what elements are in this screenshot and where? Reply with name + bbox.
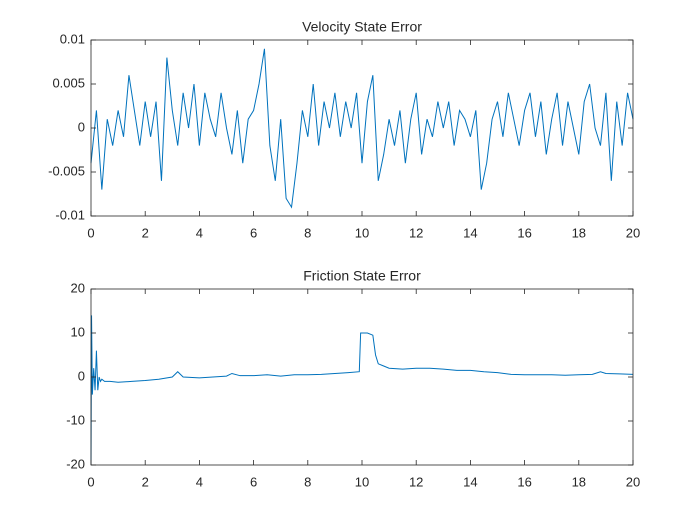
data-line [90,48,634,209]
x-tick-label: 6 [250,225,257,240]
x-tick-label: 4 [196,225,203,240]
y-tick-label: 0 [78,119,85,134]
x-tick-label: 10 [355,474,369,489]
data-line [90,315,634,466]
x-tick-label: 12 [409,225,423,240]
y-tick-label: 0 [78,368,85,383]
y-tick-label: 0.01 [60,31,85,46]
x-tick-label: 8 [304,474,311,489]
x-tick-label: 0 [87,474,94,489]
y-tick-label: -0.005 [48,163,85,178]
x-tick-label: 16 [517,474,531,489]
x-tick-label: 20 [626,225,640,240]
x-tick-label: 8 [304,225,311,240]
x-tick-label: 2 [142,225,149,240]
x-tick-label: 10 [355,225,369,240]
y-tick-label: -0.01 [55,207,85,222]
y-tick-label: -20 [66,456,85,471]
x-tick-label: 12 [409,474,423,489]
x-tick-label: 14 [463,225,477,240]
y-tick-label: -10 [66,412,85,427]
x-tick-label: 6 [250,474,257,489]
x-tick-label: 14 [463,474,477,489]
y-tick-label: 20 [71,280,85,295]
y-tick-label: 10 [71,324,85,339]
x-tick-label: 16 [517,225,531,240]
x-tick-label: 20 [626,474,640,489]
chart-title: Friction State Error [303,268,421,284]
x-tick-label: 4 [196,474,203,489]
y-tick-label: 0.005 [52,75,85,90]
chart-title: Velocity State Error [302,19,422,35]
x-tick-label: 18 [572,225,586,240]
x-tick-label: 0 [87,225,94,240]
x-tick-label: 18 [572,474,586,489]
x-tick-label: 2 [142,474,149,489]
